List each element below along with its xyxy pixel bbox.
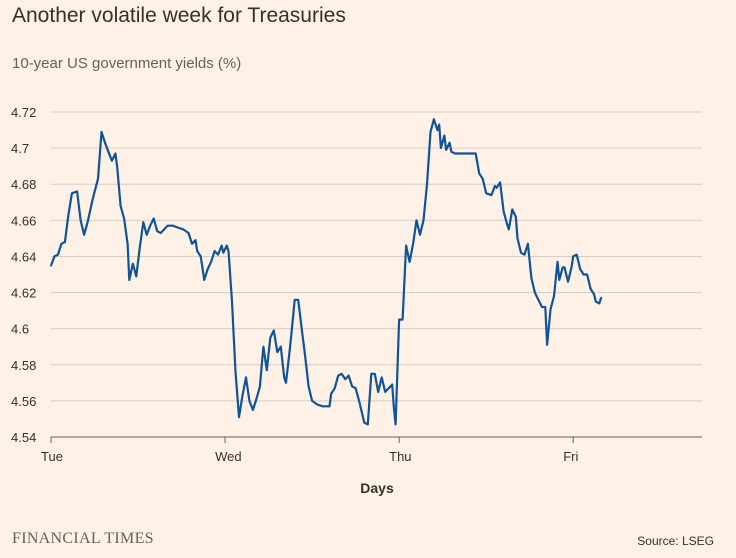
y-tick-label: 4.58: [11, 358, 36, 373]
source-note: Source: LSEG: [637, 534, 714, 548]
y-tick-label: 4.68: [11, 177, 36, 192]
y-tick-label: 4.64: [11, 249, 36, 264]
x-tick-label: Wed: [215, 449, 242, 464]
y-tick-label: 4.62: [11, 286, 36, 301]
y-tick-label: 4.6: [11, 322, 29, 337]
grid-layer: [51, 111, 702, 402]
y-tick-label: 4.66: [11, 213, 36, 228]
y-tick-label: 4.7: [11, 141, 29, 156]
y-tick-label: 4.54: [11, 430, 36, 445]
yield-line: [49, 118, 603, 426]
series-layer: [49, 118, 603, 426]
chart-subtitle: 10-year US government yields (%): [12, 55, 242, 72]
x-tick-label: Fri: [563, 449, 578, 464]
x-axis-label: Days: [360, 480, 394, 496]
x-tick-label: Tue: [41, 449, 63, 464]
y-tick-label: 4.56: [11, 394, 36, 409]
chart-title: Another volatile week for Treasuries: [12, 4, 346, 27]
y-axis-tick-labels: 4.54 4.56 4.58 4.6 4.62 4.64 4.66 4.68 4.7 4.72: [11, 105, 36, 445]
y-tick-label: 4.72: [11, 105, 36, 120]
x-tick-label: Thu: [389, 449, 411, 464]
brand-logo: FINANCIAL TIMES: [12, 530, 154, 547]
x-axis: Tue Wed Thu Fri: [41, 436, 702, 464]
